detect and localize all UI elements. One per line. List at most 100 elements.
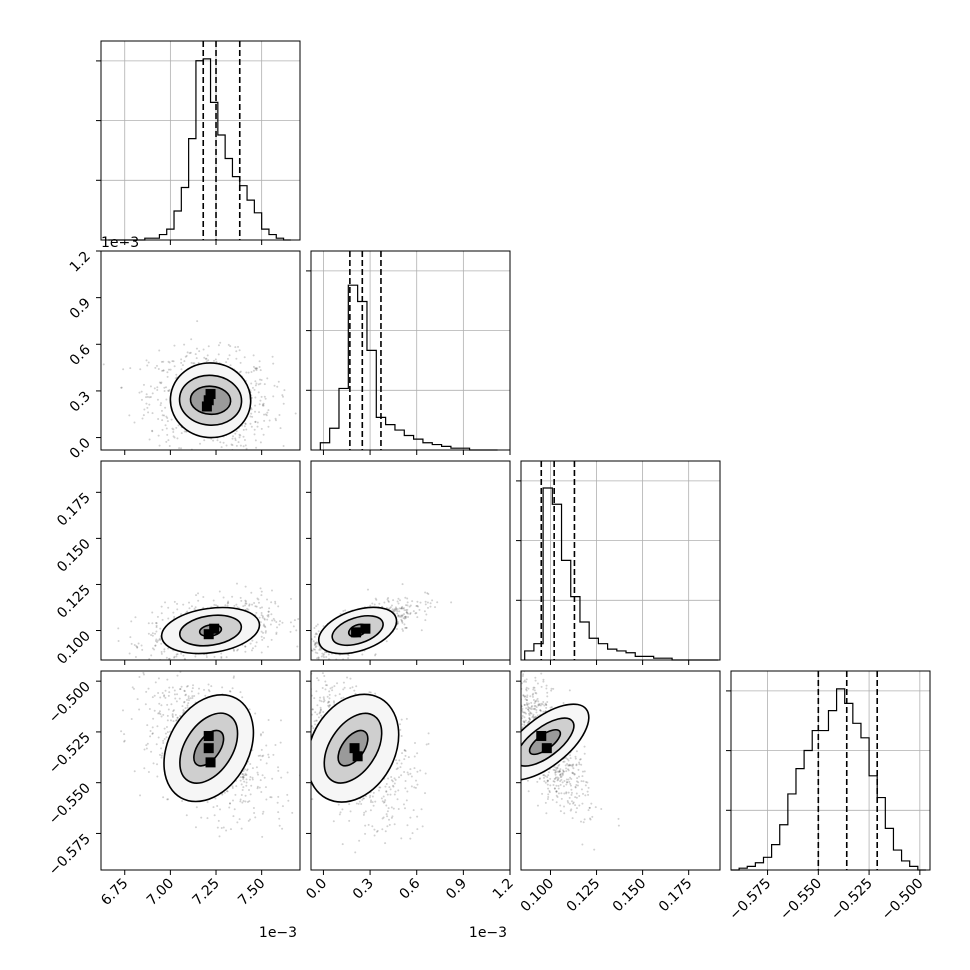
scatter-point <box>555 768 558 771</box>
scatter-point <box>240 827 243 830</box>
scatter-point <box>190 605 193 608</box>
scatter-point <box>327 700 330 703</box>
scatter-point <box>567 769 570 772</box>
density-peak <box>203 743 214 754</box>
scatter-point <box>183 690 186 693</box>
scatter-point <box>259 369 262 372</box>
scatter-point <box>157 712 160 715</box>
scatter-point <box>269 796 272 799</box>
scatter-point <box>186 351 189 354</box>
scatter-point <box>315 633 318 636</box>
scatter-point <box>242 445 245 448</box>
scatter-point <box>296 645 299 648</box>
scatter-point <box>197 592 200 595</box>
scatter-point <box>404 754 407 757</box>
scatter-point <box>238 349 241 352</box>
scatter-point <box>413 767 416 770</box>
scatter-point <box>228 354 231 357</box>
scatter-point <box>267 425 270 428</box>
scatter-point <box>409 611 412 614</box>
scatter-point <box>319 710 322 713</box>
scatter-point <box>313 720 316 723</box>
scatter-point <box>570 793 573 796</box>
scatter-point <box>421 825 424 828</box>
scatter-point <box>190 338 193 341</box>
scatter-point <box>586 781 589 784</box>
scatter-point <box>538 704 541 707</box>
scatter-point <box>154 366 157 369</box>
scatter-point <box>173 600 176 603</box>
scatter-point <box>547 796 550 799</box>
scatter-point <box>403 758 406 761</box>
scatter-point <box>400 718 403 721</box>
scatter-point <box>565 756 568 759</box>
scatter-point <box>220 655 223 658</box>
scatter-point <box>316 713 319 716</box>
scatter-point <box>424 591 427 594</box>
scatter-point <box>117 640 120 643</box>
scatter-point <box>395 759 398 762</box>
scatter-point <box>239 779 242 782</box>
scatter-point <box>147 632 150 635</box>
scatter-point <box>151 732 154 735</box>
scatter-point <box>565 767 568 770</box>
scatter-point <box>182 654 185 657</box>
scatter-point <box>176 437 179 440</box>
scatter-point <box>188 352 191 355</box>
scatter-point <box>175 700 178 703</box>
scatter-point <box>168 444 171 447</box>
scatter-point <box>259 587 262 590</box>
scatter-point <box>313 626 316 629</box>
scatter-point <box>254 420 257 423</box>
scatter-point <box>269 623 272 626</box>
scatter-point <box>371 801 374 804</box>
scatter-point <box>319 696 322 699</box>
scatter-point <box>551 798 554 801</box>
scatter-point <box>240 599 243 602</box>
scatter-point <box>258 786 261 789</box>
scatter-point <box>165 427 168 430</box>
scatter-point <box>272 395 275 398</box>
scatter-point <box>387 807 390 810</box>
scatter-point <box>328 697 331 700</box>
scatter-point <box>181 799 184 802</box>
scatter-point <box>318 699 321 702</box>
scatter-point <box>267 613 270 616</box>
scatter-point <box>249 775 252 778</box>
scatter-point <box>180 432 183 435</box>
scatter-point <box>165 440 168 443</box>
scatter-point <box>289 630 292 633</box>
scatter-point <box>401 605 404 608</box>
scatter-point <box>545 687 548 690</box>
scatter-point <box>572 802 575 805</box>
scatter-point <box>369 801 372 804</box>
scatter-point <box>194 606 197 609</box>
scatter-point <box>535 699 538 702</box>
scatter-point <box>255 369 258 372</box>
scatter-point <box>427 732 430 735</box>
scatter-point <box>559 810 562 813</box>
scatter-point <box>258 360 261 363</box>
scatter-point <box>166 678 169 681</box>
scatter-point <box>292 625 295 628</box>
scatter-point <box>328 701 331 704</box>
panel-content <box>120 671 300 838</box>
scatter-point <box>529 711 532 714</box>
scatter-point <box>561 772 564 775</box>
scatter-point <box>207 689 210 692</box>
scatter-point <box>241 801 244 804</box>
scatter-point <box>200 816 203 819</box>
scatter-point <box>420 808 423 811</box>
scatter-point <box>400 607 403 610</box>
scatter-point <box>169 730 172 733</box>
scatter-point <box>207 683 210 686</box>
scatter-point <box>393 782 396 785</box>
scatter-point <box>556 766 559 769</box>
scatter-point <box>230 443 233 446</box>
scatter-point <box>321 652 324 655</box>
scatter-point <box>251 647 254 650</box>
scatter-point <box>205 653 208 656</box>
scatter-point <box>390 816 393 819</box>
scatter-point <box>546 695 549 698</box>
scatter-point <box>145 402 148 405</box>
